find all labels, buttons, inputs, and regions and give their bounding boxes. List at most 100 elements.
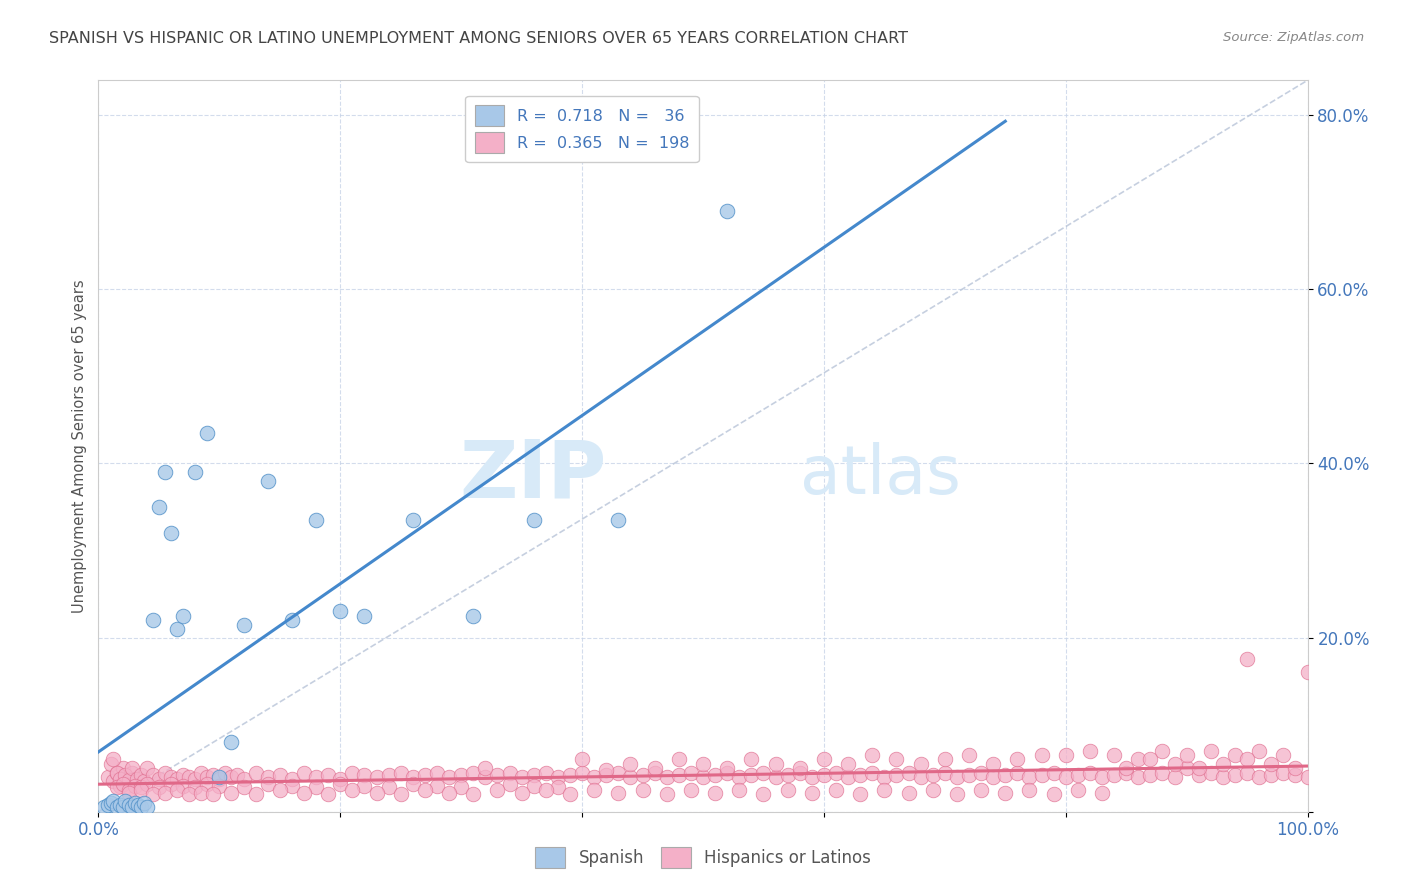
Point bbox=[1139, 768, 1161, 782]
Point bbox=[1284, 761, 1306, 775]
Point bbox=[111, 761, 134, 775]
Point bbox=[813, 768, 835, 782]
Point bbox=[800, 770, 823, 784]
Point bbox=[1175, 748, 1198, 763]
Point bbox=[121, 800, 143, 814]
Point bbox=[789, 761, 811, 775]
Point bbox=[957, 768, 980, 782]
Point bbox=[1102, 768, 1125, 782]
Point bbox=[413, 783, 436, 797]
Point bbox=[121, 765, 143, 780]
Point bbox=[124, 772, 146, 786]
Point bbox=[704, 786, 727, 800]
Point bbox=[1007, 766, 1029, 780]
Point bbox=[837, 756, 859, 771]
Point bbox=[752, 787, 775, 801]
Point bbox=[776, 768, 799, 782]
Point bbox=[825, 766, 848, 780]
Point bbox=[547, 770, 569, 784]
Point bbox=[510, 770, 533, 784]
Point bbox=[256, 474, 278, 488]
Point bbox=[981, 770, 1004, 784]
Point bbox=[644, 766, 666, 780]
Point bbox=[329, 772, 352, 786]
Point bbox=[114, 770, 136, 784]
Point bbox=[1188, 768, 1211, 782]
Point bbox=[160, 777, 183, 791]
Point bbox=[1054, 770, 1077, 784]
Point bbox=[114, 768, 136, 782]
Point bbox=[127, 772, 149, 786]
Point bbox=[1067, 768, 1090, 782]
Point bbox=[1163, 756, 1185, 771]
Point bbox=[897, 786, 920, 800]
Point bbox=[114, 794, 136, 808]
Y-axis label: Unemployment Among Seniors over 65 years: Unemployment Among Seniors over 65 years bbox=[72, 279, 87, 613]
Point bbox=[135, 777, 157, 791]
Point bbox=[619, 770, 641, 784]
Point bbox=[849, 787, 872, 801]
Point bbox=[190, 786, 212, 800]
Point bbox=[166, 783, 188, 797]
Point bbox=[1223, 768, 1246, 782]
Point bbox=[366, 786, 388, 800]
Point bbox=[184, 465, 207, 479]
Point bbox=[281, 613, 304, 627]
Point bbox=[1018, 770, 1040, 784]
Point bbox=[1236, 652, 1258, 666]
Point bbox=[1139, 752, 1161, 766]
Point bbox=[1128, 752, 1150, 766]
Point bbox=[377, 768, 399, 782]
Point bbox=[101, 774, 124, 789]
Point bbox=[195, 425, 218, 440]
Point bbox=[226, 768, 249, 782]
Point bbox=[583, 770, 606, 784]
Point bbox=[740, 768, 762, 782]
Point bbox=[800, 786, 823, 800]
Point bbox=[510, 786, 533, 800]
Point bbox=[111, 800, 134, 814]
Point bbox=[134, 774, 156, 789]
Point bbox=[728, 783, 751, 797]
Point bbox=[389, 787, 412, 801]
Point bbox=[105, 765, 128, 780]
Point bbox=[534, 783, 557, 797]
Point bbox=[1042, 766, 1064, 780]
Point bbox=[765, 756, 787, 771]
Point bbox=[1007, 752, 1029, 766]
Point bbox=[837, 770, 859, 784]
Point bbox=[1091, 770, 1114, 784]
Point bbox=[342, 766, 364, 780]
Point bbox=[148, 780, 170, 795]
Point bbox=[1031, 768, 1053, 782]
Point bbox=[873, 770, 896, 784]
Point bbox=[450, 768, 472, 782]
Point bbox=[886, 768, 908, 782]
Point bbox=[523, 768, 546, 782]
Point bbox=[1042, 787, 1064, 801]
Point bbox=[679, 766, 702, 780]
Point bbox=[716, 761, 738, 775]
Point bbox=[179, 787, 201, 801]
Point bbox=[153, 465, 176, 479]
Point bbox=[402, 770, 425, 784]
Point bbox=[135, 800, 157, 814]
Point bbox=[105, 780, 128, 795]
Point bbox=[498, 777, 520, 791]
Point bbox=[897, 766, 920, 780]
Point bbox=[129, 780, 152, 795]
Point bbox=[389, 766, 412, 780]
Point bbox=[292, 786, 315, 800]
Point bbox=[583, 783, 606, 797]
Point bbox=[256, 770, 278, 784]
Point bbox=[474, 770, 496, 784]
Point bbox=[486, 783, 509, 797]
Point bbox=[1152, 766, 1174, 780]
Text: atlas: atlas bbox=[800, 442, 960, 508]
Point bbox=[1102, 748, 1125, 763]
Point bbox=[101, 794, 124, 808]
Point bbox=[1078, 744, 1101, 758]
Point bbox=[607, 766, 630, 780]
Point bbox=[1260, 768, 1282, 782]
Point bbox=[934, 752, 956, 766]
